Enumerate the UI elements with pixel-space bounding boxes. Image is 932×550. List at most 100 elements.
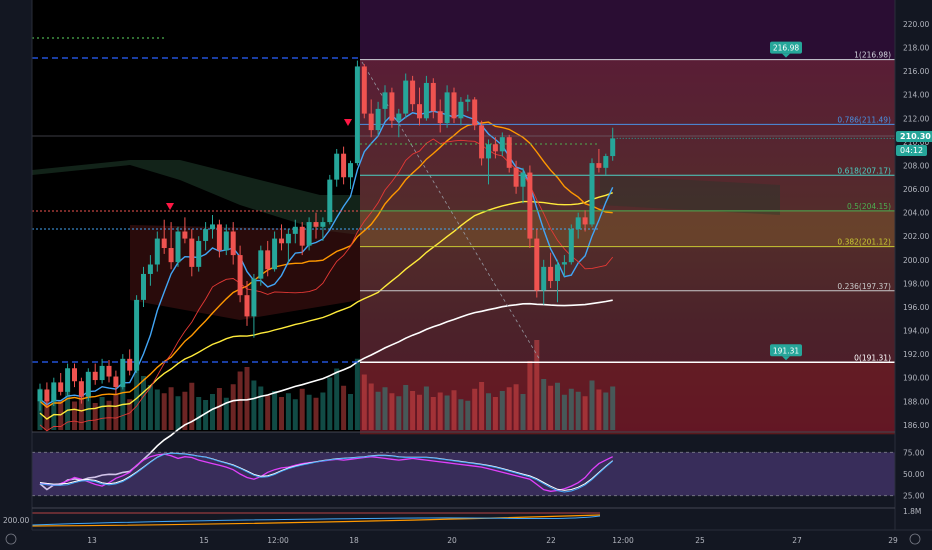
candle-body-49 [375,108,381,131]
ma-orange [39,121,613,409]
candle-body-77 [568,229,574,263]
candle-body-9 [99,365,105,381]
volume-bar-52 [396,396,402,430]
volume-bar-81 [596,389,602,430]
time-tick-9: 29 [888,536,898,545]
volume-bar-17 [154,389,160,430]
time-tick-5: 22 [546,536,556,545]
time-tick-6: 12:00 [612,536,634,545]
volume-bar-6 [78,396,84,430]
time-tick-0: 13 [87,536,97,545]
ma-blue [39,110,614,406]
volume-bar-34 [272,391,278,430]
volume-bar-49 [375,391,381,430]
bottom-right-value: 1.8M [903,507,921,516]
candle-body-37 [292,226,298,234]
volume-bar-39 [306,394,312,430]
volume-bar-7 [85,391,91,430]
volume-bar-44 [341,385,347,430]
candle-body-66 [492,144,498,152]
candle-body-67 [499,137,505,152]
candle-body-30 [244,295,250,317]
volume-bar-38 [299,388,305,430]
candle-body-32 [258,250,264,279]
fib-retracement[interactable]: 1(216.98) 0.786(211.49) 0.618(207.17) 0.5(2… [360,41,895,364]
volume-bar-55 [417,394,422,430]
volume-bar-64 [479,382,485,430]
price-tag-text-1: 191.31 [773,346,799,355]
candle-body-31 [251,278,257,317]
volume-bar-12 [120,386,126,430]
volume-bar-50 [382,387,388,430]
price-tick-6: 208.00 [903,161,929,170]
fib-label-6: 0(191.31) [854,353,891,362]
candle-body-33 [265,250,271,270]
candle-body-80 [589,163,595,225]
volume-bar-33 [265,395,271,430]
candle-body-14 [134,299,140,371]
candle-body-16 [147,264,153,274]
candle-body-76 [561,262,567,265]
time-tick-7: 25 [695,536,705,545]
volume-bar-65 [486,393,491,430]
volume-bar-23 [196,397,202,430]
price-axis-bg [895,0,932,550]
volume-bar-10 [106,400,112,430]
volume-bar-83 [610,386,616,430]
price-tick-9: 202.00 [903,232,929,241]
candle-body-29 [237,255,243,296]
candle-body-21 [182,231,188,239]
candle-body-35 [279,238,284,244]
price-tick-8: 204.00 [903,209,929,218]
volume-bar-42 [327,377,333,430]
candle-body-58 [437,111,443,124]
volume-bar-60 [451,390,457,430]
time-tick-3: 18 [349,536,359,545]
cloud-green-future [600,175,780,215]
candle-body-57 [430,82,436,112]
candle-body-15 [141,273,146,300]
volume-bar-30 [244,367,250,430]
time-tick-8: 27 [792,536,802,545]
volume-bar-22 [189,382,195,430]
time-tick-4: 20 [447,536,457,545]
candle-body-50 [382,92,388,109]
candle-body-36 [285,233,291,244]
candle-body-79 [582,217,588,225]
candle-body-22 [189,238,195,267]
price-tick-2: 216.00 [903,67,929,76]
candle-body-13 [127,358,133,371]
candle-body-61 [458,101,464,119]
volume-bar-15 [141,376,146,430]
candle-body-71 [527,172,533,239]
volume-bar-27 [223,397,229,430]
price-tag-box-0 [770,41,802,54]
candle-body-45 [348,163,353,178]
auto-scale-icon [909,533,921,545]
price-tick-3: 214.00 [903,91,929,100]
candle-body-59 [444,92,450,124]
volume-bar-13 [127,399,133,430]
volume-bar-53 [403,385,409,430]
candle-body-17 [154,238,160,265]
volume-bar-58 [437,392,443,430]
candle-body-83 [610,138,616,157]
volume-bar-8 [92,403,98,430]
rsi-pane [32,451,895,497]
volume-bar-78 [575,391,581,430]
fib-label-1: 0.786(211.49) [837,115,891,124]
candle-body-27 [223,231,229,251]
candle-body-82 [603,156,609,168]
fib-label-4: 0.382(201.12) [837,238,891,247]
volume-bar-76 [561,394,567,430]
fib-label-2: 0.618(207.17) [837,166,891,175]
volume-bar-69 [513,384,519,430]
time-tick-2: 12:00 [267,536,289,545]
candle-body-34 [272,238,278,270]
candle-body-62 [465,99,471,102]
ma-yellow [39,192,613,420]
candle-body-56 [423,82,429,119]
candle-body-75 [555,264,560,282]
